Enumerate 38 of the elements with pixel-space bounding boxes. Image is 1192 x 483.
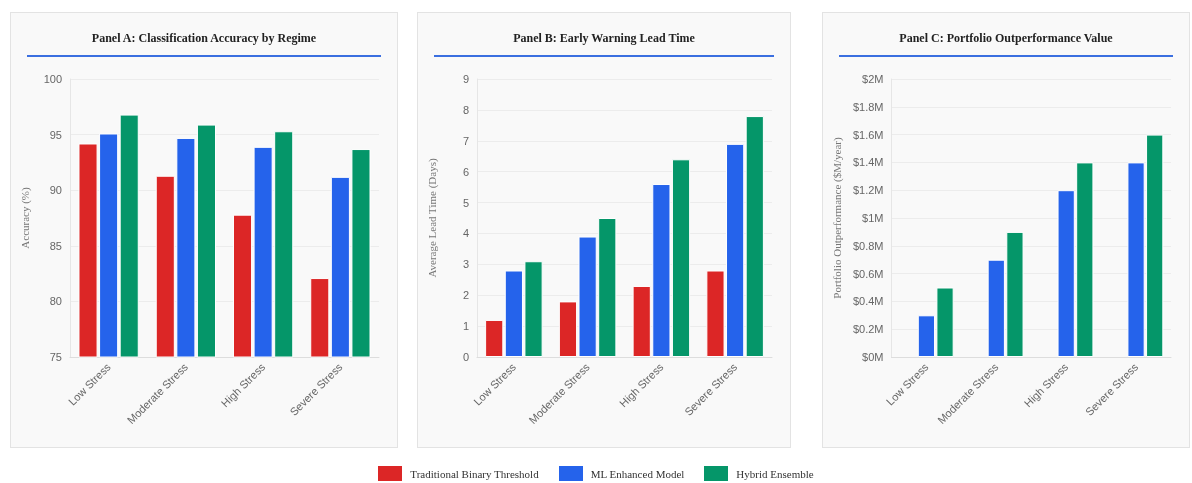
y-tick-label: 80 — [49, 295, 62, 308]
y-tick-label: 6 — [462, 165, 469, 178]
y-tick-label: $0.6M — [852, 267, 884, 280]
y-tick-label: 7 — [462, 134, 469, 147]
y-tick-label: 9 — [462, 73, 469, 85]
y-tick-label: $0.4M — [852, 295, 884, 308]
y-tick-label: 8 — [462, 103, 469, 116]
chart-title: Panel A: Classification Accuracy by Regime — [27, 31, 381, 57]
legend-label: ML Enhanced Model — [590, 467, 685, 480]
y-tick-label: 0 — [462, 351, 469, 363]
legend-label: Traditional Binary Threshold — [410, 467, 539, 480]
y-tick-label: $1.2M — [852, 184, 884, 197]
bar — [485, 319, 504, 357]
y-tick-label: $1.6M — [852, 128, 884, 141]
y-tick-label: 3 — [462, 258, 469, 271]
y-tick-label: 75 — [49, 351, 62, 363]
y-tick-label: 85 — [49, 239, 62, 252]
legend-label: Hybrid Ensemble — [736, 467, 814, 480]
y-tick-label: 90 — [49, 184, 62, 197]
y-axis-title: Average Lead Time (Days) — [425, 158, 439, 278]
y-tick-label: $0M — [862, 351, 884, 363]
chart-title: Panel B: Early Warning Lead Time — [434, 31, 774, 57]
y-tick-label: $2M — [862, 73, 884, 85]
bar — [745, 116, 764, 357]
y-tick-label: $1.8M — [852, 100, 884, 113]
y-tick-label: $0.8M — [852, 239, 884, 252]
y-axis-title: Portfolio Outperformance ($M/year) — [830, 137, 844, 299]
chart-title: Panel C: Portfolio Outperformance Value — [839, 31, 1173, 57]
y-tick-label: 4 — [462, 227, 469, 240]
y-tick-label: 1 — [462, 320, 469, 333]
y-tick-label: 95 — [49, 128, 62, 141]
y-axis-title: Accuracy (%) — [18, 186, 32, 249]
y-tick-label: $1M — [862, 212, 884, 224]
y-tick-label: 2 — [462, 289, 469, 302]
y-tick-label: $0.2M — [852, 323, 884, 336]
y-tick-label: 5 — [462, 196, 469, 209]
y-tick-label: 100 — [43, 73, 62, 85]
y-tick-label: $1.4M — [852, 156, 884, 169]
